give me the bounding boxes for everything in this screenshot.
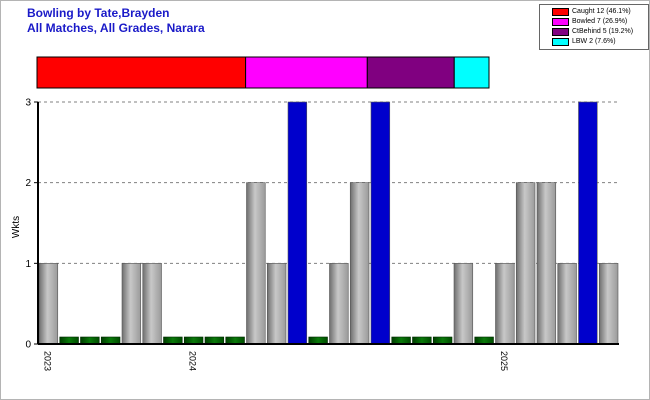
bar: [495, 263, 515, 345]
bar-zero: [80, 336, 100, 345]
x-tick-label: 2024: [188, 351, 198, 371]
legend: Caught 12 (46.1%) Bowled 7 (26.9%) CtBeh…: [539, 4, 649, 50]
dismissal-segment-ctbehind: [366, 56, 455, 89]
chart-title: Bowling by Tate,Brayden: [27, 6, 170, 20]
y-tick-label: 0: [25, 340, 31, 351]
bar: [598, 263, 619, 345]
bar: [453, 263, 474, 345]
legend-swatch-caught: [552, 8, 569, 16]
bar: [121, 263, 142, 345]
bar: [38, 263, 59, 345]
bar: [142, 263, 162, 345]
bar: [329, 263, 349, 345]
y-tick-label: 3: [25, 98, 31, 109]
dismissal-segment-bowled: [245, 56, 368, 89]
bar: [266, 263, 287, 345]
dismissal-segment-lbw: [453, 56, 490, 89]
legend-label-bowled: Bowled 7 (26.9%): [572, 18, 628, 25]
x-tick-label: 2025: [499, 351, 509, 371]
bar-zero: [59, 336, 79, 345]
bar-zero: [183, 336, 204, 345]
bar-max: [578, 101, 598, 345]
bar: [536, 182, 557, 345]
bar-zero: [163, 336, 183, 345]
bar-zero: [412, 336, 432, 345]
bar-max: [370, 101, 391, 345]
bar: [246, 182, 266, 345]
y-tick-label: 2: [25, 178, 31, 189]
bar-zero: [100, 336, 121, 345]
legend-swatch-bowled: [552, 18, 569, 26]
bar: [515, 182, 536, 345]
bar-max: [287, 101, 308, 345]
bar: [349, 182, 370, 345]
dismissal-segment-caught: [36, 56, 247, 89]
y-tick-label: 1: [25, 259, 31, 270]
y-axis-label: Wkts: [11, 216, 22, 238]
bar-zero: [432, 336, 453, 345]
legend-label-lbw: LBW 2 (7.6%): [572, 38, 616, 45]
bar-zero: [391, 336, 411, 345]
legend-swatch-lbw: [552, 38, 569, 46]
legend-label-ctbehind: CtBehind 5 (19.2%): [572, 28, 634, 35]
legend-swatch-ctbehind: [552, 28, 569, 36]
x-tick-label: 2023: [42, 351, 52, 371]
bar-zero: [474, 336, 494, 345]
legend-label-caught: Caught 12 (46.1%): [572, 8, 631, 15]
bar-zero: [308, 336, 328, 345]
bar: [557, 263, 577, 345]
bar-zero: [204, 336, 225, 345]
chart-subtitle: All Matches, All Grades, Narara: [27, 21, 205, 35]
bar-zero: [225, 336, 245, 345]
